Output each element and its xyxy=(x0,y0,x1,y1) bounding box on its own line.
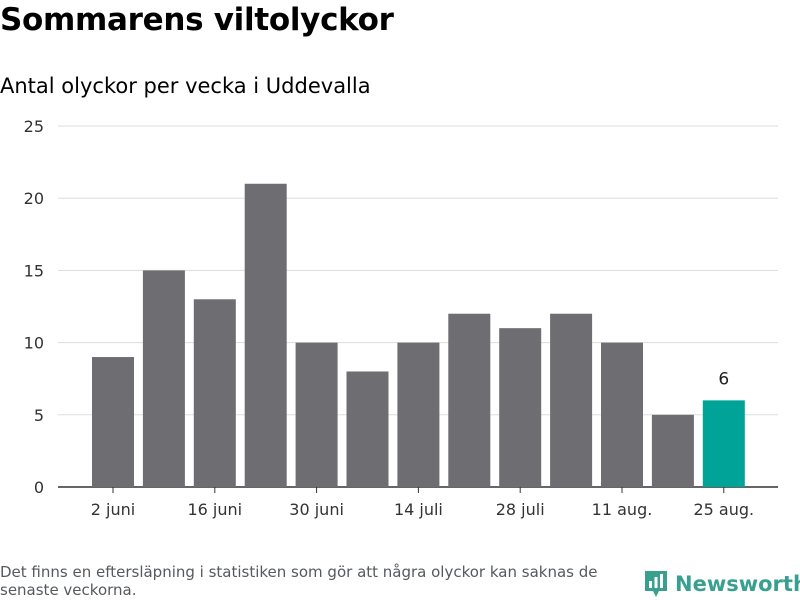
data-labels: 6 xyxy=(718,369,729,389)
bar xyxy=(193,299,236,487)
y-tick-label: 15 xyxy=(24,261,44,280)
x-axis-ticks: 2 juni 16 juni 30 juni 14 juli 28 juli 11 aug… xyxy=(91,487,754,519)
bar xyxy=(702,400,745,487)
bar xyxy=(651,414,694,487)
x-tick-label: 28 juli xyxy=(496,500,545,519)
bar xyxy=(448,313,491,487)
footnote: Det finns en eftersläpning i statistiken… xyxy=(0,563,598,599)
x-tick-label: 2 juni xyxy=(91,500,135,519)
x-tick-label: 25 aug. xyxy=(693,500,754,519)
chart-title: Sommarens viltolyckor xyxy=(0,2,394,38)
bar xyxy=(142,270,185,487)
bar xyxy=(295,342,338,487)
x-tick-label: 16 juni xyxy=(187,500,242,519)
bars xyxy=(92,183,745,487)
bar-chart: 0 5 10 15 20 25 6 2 juni 16 juni 30 juni 14 juli… xyxy=(24,117,778,519)
y-tick-label: 0 xyxy=(34,478,44,497)
newsworthy-logo[interactable]: Newsworthy xyxy=(643,568,800,600)
y-tick-label: 20 xyxy=(24,189,44,208)
x-tick-label: 11 aug. xyxy=(592,500,653,519)
bar xyxy=(397,342,440,487)
bar xyxy=(92,357,134,487)
brand-name: Newsworthy xyxy=(675,572,800,596)
x-tick-label: 30 juni xyxy=(289,500,344,519)
chart-subtitle: Antal olyckor per vecka i Uddevalla xyxy=(0,74,371,98)
y-tick-label: 5 xyxy=(34,406,44,425)
newsworthy-logo-icon xyxy=(645,571,667,597)
bar xyxy=(499,328,542,487)
data-label: 6 xyxy=(718,369,729,389)
bar xyxy=(601,342,643,487)
y-tick-label: 10 xyxy=(24,334,44,353)
bar xyxy=(244,183,287,487)
x-tick-label: 14 juli xyxy=(394,500,443,519)
y-axis-ticks: 0 5 10 15 20 25 xyxy=(24,117,44,497)
bar xyxy=(550,313,593,487)
bar xyxy=(346,371,389,487)
y-tick-label: 25 xyxy=(24,117,44,136)
